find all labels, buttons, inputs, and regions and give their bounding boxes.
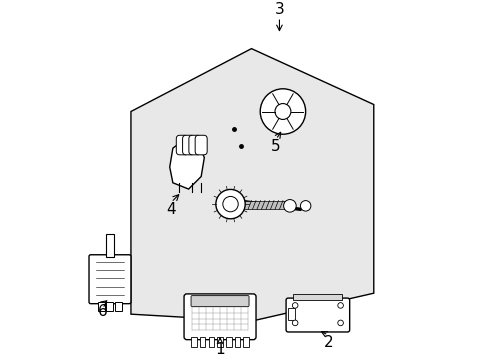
Bar	[191, 337, 196, 347]
Polygon shape	[131, 49, 373, 321]
Bar	[115, 302, 122, 311]
Text: 2: 2	[323, 335, 332, 350]
Text: 6: 6	[98, 304, 108, 319]
FancyBboxPatch shape	[195, 135, 207, 155]
Circle shape	[292, 320, 297, 326]
Circle shape	[292, 303, 297, 308]
Bar	[208, 337, 214, 347]
Text: 5: 5	[270, 139, 280, 154]
Bar	[105, 234, 114, 257]
Circle shape	[337, 303, 343, 308]
FancyBboxPatch shape	[183, 294, 256, 340]
Circle shape	[300, 201, 310, 211]
Bar	[225, 337, 231, 347]
FancyBboxPatch shape	[176, 135, 188, 155]
Bar	[106, 302, 113, 311]
Bar	[287, 308, 295, 320]
FancyBboxPatch shape	[191, 296, 248, 306]
Bar	[200, 337, 205, 347]
Bar	[217, 337, 223, 347]
Text: 1: 1	[215, 342, 224, 357]
FancyBboxPatch shape	[89, 255, 131, 304]
Circle shape	[283, 199, 296, 212]
FancyBboxPatch shape	[285, 298, 349, 332]
Circle shape	[260, 89, 305, 134]
Bar	[243, 337, 248, 347]
FancyBboxPatch shape	[188, 135, 201, 155]
Circle shape	[215, 189, 244, 219]
Bar	[237, 201, 293, 209]
Circle shape	[274, 104, 290, 120]
Text: 3: 3	[274, 2, 284, 17]
Circle shape	[223, 197, 238, 212]
FancyBboxPatch shape	[182, 135, 194, 155]
Text: 4: 4	[166, 202, 176, 217]
Polygon shape	[169, 139, 204, 189]
Bar	[234, 337, 240, 347]
Bar	[293, 294, 342, 300]
Circle shape	[337, 320, 343, 326]
Bar	[98, 302, 104, 311]
